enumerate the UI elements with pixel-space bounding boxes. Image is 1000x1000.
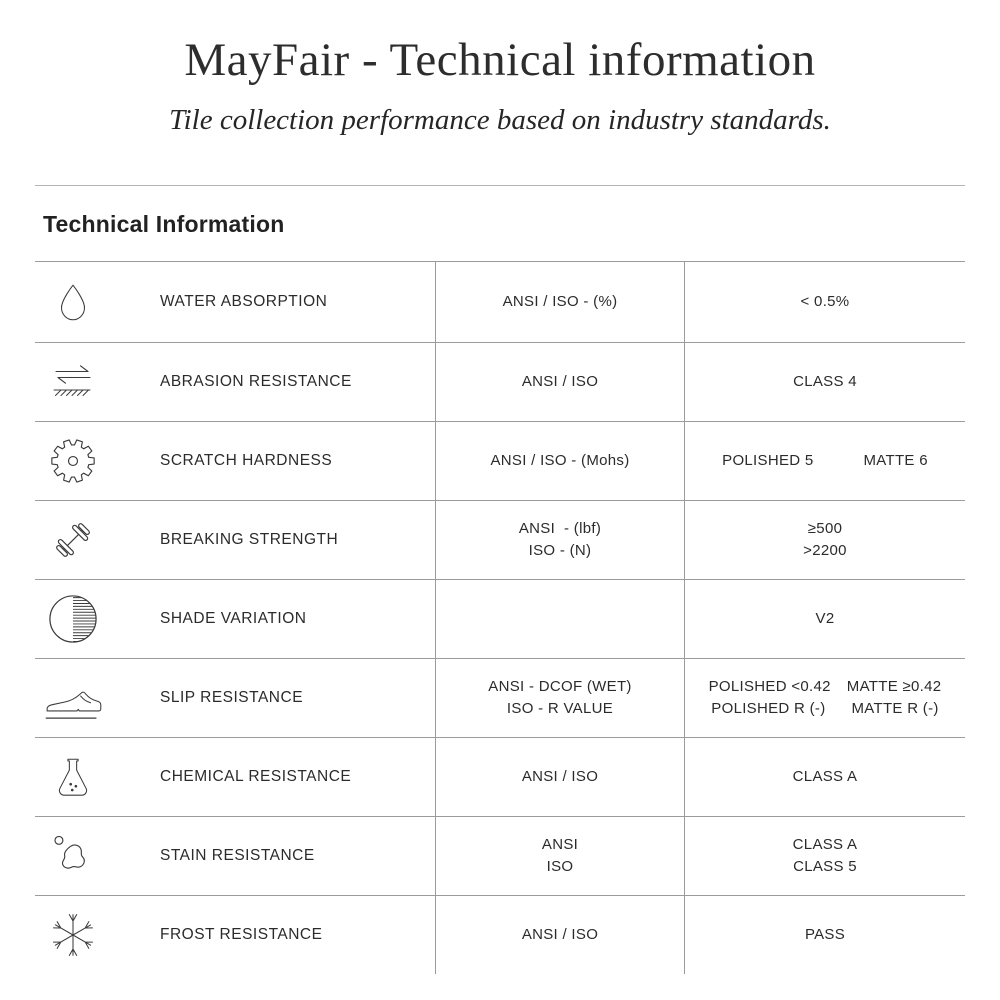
value-text: MATTE R (-) [851, 700, 939, 718]
property-label: SCRATCH HARDNESS [160, 452, 333, 470]
standard-line: ANSI / ISO [521, 768, 599, 786]
top-divider [35, 185, 965, 187]
property-cell: SCRATCH HARDNESS [35, 422, 435, 500]
table-row: WATER ABSORPTION ANSI / ISO - (%) < 0.5% [35, 262, 965, 343]
table-row: CHEMICAL RESISTANCE ANSI / ISO CLASS A [35, 737, 965, 817]
property-cell: SHADE VARIATION [35, 580, 435, 658]
value-text: V2 [815, 610, 835, 628]
property-label: SHADE VARIATION [160, 610, 307, 628]
property-cell: WATER ABSORPTION [35, 262, 435, 342]
standard-line: ISO [546, 858, 574, 876]
standard-cell: ANSI / ISO [435, 896, 685, 975]
property-label: BREAKING STRENGTH [160, 531, 339, 549]
value-cell: < 0.5% [685, 262, 965, 342]
spec-table: WATER ABSORPTION ANSI / ISO - (%) < 0.5% [35, 261, 965, 975]
water-drop-icon [35, 278, 111, 326]
value-text: PASS [804, 926, 846, 944]
value-cell: POLISHED <0.42 MATTE ≥0.42 POLISHED R (-… [685, 659, 965, 737]
standard-line: ANSI / ISO [521, 926, 599, 944]
property-cell: CHEMICAL RESISTANCE [35, 738, 435, 816]
value-text: POLISHED 5 [722, 452, 814, 470]
table-row: BREAKING STRENGTH ANSI - (lbf) ISO - (N)… [35, 500, 965, 580]
value-text: CLASS 5 [793, 858, 857, 876]
standard-cell: ANSI / ISO - (%) [435, 262, 685, 343]
value-cell: CLASS 4 [685, 343, 965, 421]
gear-icon [35, 436, 111, 486]
value-text: MATTE 6 [863, 452, 928, 470]
table-row: SLIP RESISTANCE ANSI - DCOF (WET) ISO - … [35, 658, 965, 738]
page-subtitle: Tile collection performance based on ind… [169, 103, 831, 136]
table-row: ABRASION RESISTANCE ANSI / ISO CLASS 4 [35, 342, 965, 422]
standard-cell [435, 580, 685, 659]
standard-line: ANSI - (lbf) [518, 519, 602, 537]
standard-cell: ANSI / ISO [435, 738, 685, 817]
value-cell: POLISHED 5 MATTE 6 [685, 422, 965, 500]
property-cell: BREAKING STRENGTH [35, 501, 435, 579]
section-title: Technical Information [43, 211, 285, 238]
value-text: >2200 [803, 542, 847, 560]
shade-circle-icon [35, 592, 111, 646]
value-cell: ≥500 >2200 [685, 501, 965, 579]
standard-line: ANSI / ISO [521, 373, 599, 391]
abrasion-arrows-icon [35, 358, 111, 406]
standard-line: ANSI [541, 835, 579, 853]
standard-cell: ANSI / ISO - (Mohs) [435, 422, 685, 501]
value-text: CLASS A [792, 768, 858, 786]
value-cell: V2 [685, 580, 965, 658]
property-label: ABRASION RESISTANCE [160, 373, 352, 391]
property-label: CHEMICAL RESISTANCE [160, 768, 352, 786]
property-label: WATER ABSORPTION [160, 293, 328, 311]
standard-cell: ANSI ISO [435, 817, 685, 896]
dumbbell-icon [35, 514, 111, 566]
value-text: CLASS 4 [793, 373, 857, 391]
property-label: SLIP RESISTANCE [160, 689, 304, 707]
stain-blob-icon [35, 831, 111, 881]
standard-cell: ANSI - (lbf) ISO - (N) [435, 501, 685, 580]
standard-line: ANSI / ISO - (Mohs) [490, 452, 630, 470]
standard-line: ANSI / ISO - (%) [502, 293, 618, 311]
value-text: < 0.5% [800, 293, 850, 311]
value-text: POLISHED R (-) [711, 700, 826, 718]
value-text: ≥500 [807, 519, 843, 537]
table-row: STAIN RESISTANCE ANSI ISO CLASS A CLASS … [35, 816, 965, 896]
property-cell: STAIN RESISTANCE [35, 817, 435, 895]
content-area: Technical Information WATER ABSORPTION A… [35, 185, 965, 975]
value-cell: PASS [685, 896, 965, 974]
table-row: FROST RESISTANCE ANSI / ISO PASS [35, 895, 965, 975]
snowflake-icon [35, 910, 111, 960]
value-text: MATTE ≥0.42 [846, 677, 942, 695]
property-label: FROST RESISTANCE [160, 926, 323, 944]
value-cell: CLASS A [685, 738, 965, 816]
property-cell: SLIP RESISTANCE [35, 659, 435, 737]
standard-line: ISO - R VALUE [506, 700, 614, 718]
value-cell: CLASS A CLASS 5 [685, 817, 965, 895]
standard-cell: ANSI - DCOF (WET) ISO - R VALUE [435, 659, 685, 738]
table-row: SCRATCH HARDNESS ANSI / ISO - (Mohs) POL… [35, 421, 965, 501]
property-label: STAIN RESISTANCE [160, 847, 315, 865]
page-title: MayFair - Technical information [184, 34, 816, 86]
property-cell: ABRASION RESISTANCE [35, 343, 435, 421]
value-text: POLISHED <0.42 [708, 677, 831, 695]
property-cell: FROST RESISTANCE [35, 896, 435, 974]
flask-icon [35, 752, 111, 802]
standard-cell: ANSI / ISO [435, 343, 685, 422]
standard-line: ISO - (N) [528, 542, 592, 560]
table-row: SHADE VARIATION V2 [35, 579, 965, 659]
standard-line: ANSI - DCOF (WET) [488, 677, 632, 695]
value-text: CLASS A [792, 835, 858, 853]
shoe-icon [35, 675, 111, 721]
